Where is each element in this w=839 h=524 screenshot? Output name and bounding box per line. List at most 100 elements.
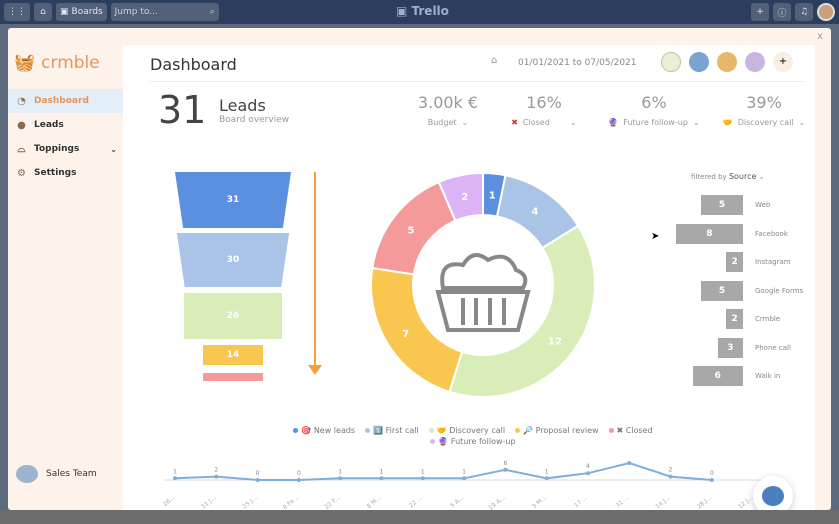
filter-select[interactable]: filtered by Source ⌄: [691, 172, 765, 181]
source-bar[interactable]: 3: [717, 337, 743, 358]
point-label: 0: [256, 470, 260, 477]
board-avatar[interactable]: [661, 52, 681, 72]
source-bar[interactable]: 2: [726, 309, 743, 329]
funnel-stage: [203, 373, 263, 381]
legend-item[interactable]: 🤝 Discovery call: [428, 426, 505, 435]
source-row: 2 Instagram: [673, 252, 813, 272]
boards-button[interactable]: ▣ Boards: [56, 3, 107, 21]
sidebar-item-leads[interactable]: ● Leads: [8, 113, 123, 137]
team-switcher[interactable]: Sales Team: [16, 465, 97, 483]
kpi-select[interactable]: 🤝 Discovery call ⌄: [709, 118, 819, 127]
line-point[interactable]: [627, 461, 632, 465]
line-point[interactable]: [173, 476, 177, 481]
member-avatar[interactable]: [689, 52, 709, 72]
info-icon[interactable]: ⓘ: [773, 3, 791, 21]
gauge-icon: ◔: [17, 95, 26, 107]
board-icon: ▣: [60, 7, 69, 17]
kpi-value: 39%: [746, 93, 782, 112]
home-button[interactable]: ⌂: [34, 3, 52, 21]
x-tick-label: 22 F...: [323, 494, 341, 510]
legend-item[interactable]: 🎯 New leads: [293, 426, 355, 435]
line-point[interactable]: [420, 476, 425, 481]
x-tick-label: 28...: [163, 494, 176, 508]
legend-item[interactable]: 1️⃣ First call: [365, 426, 419, 435]
kpi-select[interactable]: Budget ⌄: [393, 118, 503, 127]
point-label: 6: [503, 460, 507, 467]
muffin-icon: [435, 253, 531, 332]
source-row: 5 Web: [673, 195, 813, 215]
crmble-logo: 🧺 crmble: [14, 53, 100, 73]
source-row: 3 Phone call: [673, 337, 813, 358]
bell-icon[interactable]: ♫: [795, 3, 813, 21]
legend-item[interactable]: 🔎 Proposal review: [515, 426, 599, 435]
kpi-select[interactable]: 🔮 Future follow-up ⌄: [599, 118, 709, 127]
source-row: 8 Facebook: [673, 223, 813, 244]
line-point[interactable]: [586, 471, 590, 476]
line-chart: 12001111614102028...11 J...25 J...8 Fe..…: [163, 458, 783, 510]
legend-item[interactable]: ✖ Closed: [608, 426, 653, 435]
sidebar-item-label: Settings: [34, 168, 77, 178]
funnel-stage: 30: [176, 233, 290, 287]
jump-to-search[interactable]: Jump to... ⌕: [110, 3, 219, 21]
x-tick-label: 28 J...: [696, 494, 714, 510]
chevron-down-icon: ⌄: [758, 173, 765, 181]
user-avatar[interactable]: [817, 3, 835, 21]
board-bottom: [0, 510, 839, 524]
crystal-ball-icon: 🔮: [608, 118, 619, 127]
chevron-down-icon: ⌄: [554, 118, 577, 127]
slice-label: 7: [402, 329, 409, 340]
legend-dot: [365, 428, 371, 433]
legend-item[interactable]: 🔮 Future follow-up: [430, 437, 516, 446]
sidebar-item-toppings[interactable]: ⌓ Toppings ⌄: [8, 137, 123, 161]
source-bar[interactable]: 5: [701, 195, 743, 215]
point-label: 2: [214, 467, 218, 474]
x-tick-label: 14 J...: [654, 494, 672, 510]
kpi-label: Closed: [522, 118, 550, 127]
sidebar-item-settings[interactable]: ⚙ Settings: [8, 161, 123, 185]
line-point[interactable]: [503, 467, 508, 472]
line-point[interactable]: [296, 478, 301, 482]
kpi-discovery-call: 39% 🤝 Discovery call ⌄: [709, 93, 819, 127]
sidebar-item-label: Toppings: [34, 144, 80, 154]
source-bar[interactable]: 5: [701, 280, 743, 301]
apps-button[interactable]: ⋮⋮: [4, 3, 30, 21]
add-member-button[interactable]: +: [773, 52, 793, 72]
source-label: Facebook: [755, 229, 788, 238]
x-tick-label: 22 ...: [408, 494, 424, 509]
lead-count: 31: [158, 88, 207, 132]
line-point[interactable]: [544, 476, 549, 481]
create-button[interactable]: +: [751, 3, 769, 21]
donut-slice[interactable]: [437, 171, 484, 222]
chat-support-button[interactable]: [753, 476, 793, 510]
point-label: 1: [380, 468, 384, 475]
slice-label: 1: [489, 190, 496, 201]
line-point[interactable]: [379, 476, 384, 481]
donut-slice[interactable]: [448, 224, 596, 398]
point-label: 1: [421, 468, 425, 475]
line-point[interactable]: [338, 476, 343, 481]
line-point[interactable]: [214, 474, 219, 479]
member-avatar[interactable]: [745, 52, 765, 72]
legend-dot: [608, 428, 614, 433]
line-point[interactable]: [668, 474, 673, 479]
source-bar[interactable]: 6: [692, 366, 743, 386]
point-label: 1: [173, 468, 177, 475]
mouse-cursor: ➤: [651, 231, 660, 242]
x-tick-label: 19 A...: [487, 494, 506, 510]
legend-dot: [293, 428, 299, 433]
kpi-value: 16%: [526, 93, 562, 112]
line-point[interactable]: [709, 478, 714, 482]
member-avatar[interactable]: [717, 52, 737, 72]
tag-icon[interactable]: ⌂: [491, 55, 498, 66]
date-range-picker[interactable]: 01/01/2021 to 07/05/2021: [518, 58, 637, 68]
source-bar[interactable]: 2: [726, 252, 743, 272]
source-bar[interactable]: 8: [675, 223, 743, 244]
close-button[interactable]: x: [817, 31, 823, 42]
slice-label: 5: [408, 225, 415, 236]
line-point[interactable]: [462, 476, 467, 481]
kpi-select[interactable]: ✖ Closed ⌄: [489, 118, 599, 127]
line-point[interactable]: [255, 478, 260, 482]
arrow-down-icon: [308, 172, 322, 375]
sidebar-item-dashboard[interactable]: ◔ Dashboard: [8, 89, 123, 113]
source-label: Crmble: [755, 315, 781, 323]
